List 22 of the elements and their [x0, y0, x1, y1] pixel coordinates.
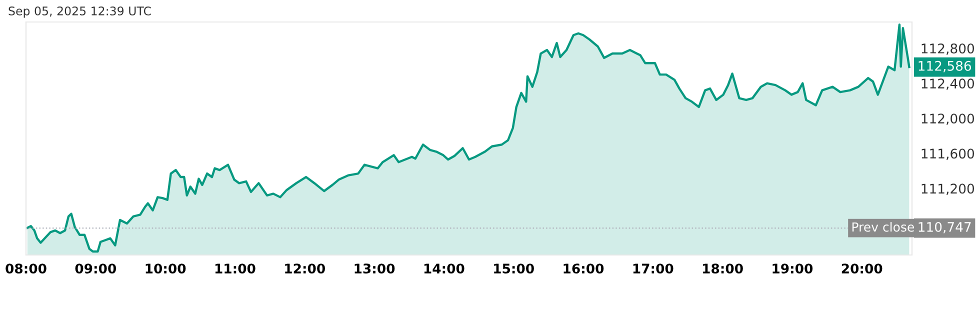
x-tick-label: 12:00: [285, 264, 325, 274]
y-tick-label: 112,000: [922, 114, 974, 125]
y-tick-label: 111,200: [922, 184, 974, 195]
x-tick-label: 20:00: [842, 264, 882, 274]
x-tick-label: 09:00: [75, 264, 116, 274]
x-tick-label: 17:00: [633, 264, 674, 274]
text: 110,747: [918, 222, 971, 234]
x-tick-label: 13:00: [354, 264, 395, 274]
y-tick-label: 112,400: [922, 78, 974, 90]
y-tick-label: 112,800: [922, 44, 974, 55]
x-tick-label: 10:00: [146, 264, 186, 274]
text: Sep 05, 2025 12:39 UTC: [8, 6, 151, 18]
ref-line-label: Prev close: [852, 222, 914, 232]
x-tick-label: 08:00: [6, 264, 46, 274]
y-tick-label: 111,600: [922, 148, 974, 160]
x-tick-label: 14:00: [424, 264, 464, 274]
text: 112,586: [918, 60, 972, 72]
x-tick-label: 18:00: [703, 264, 743, 274]
x-tick-label: 11:00: [215, 264, 256, 274]
x-tick-label: 15:00: [494, 264, 534, 274]
x-tick-label: 16:00: [564, 264, 604, 274]
x-tick-label: 19:00: [772, 264, 813, 274]
